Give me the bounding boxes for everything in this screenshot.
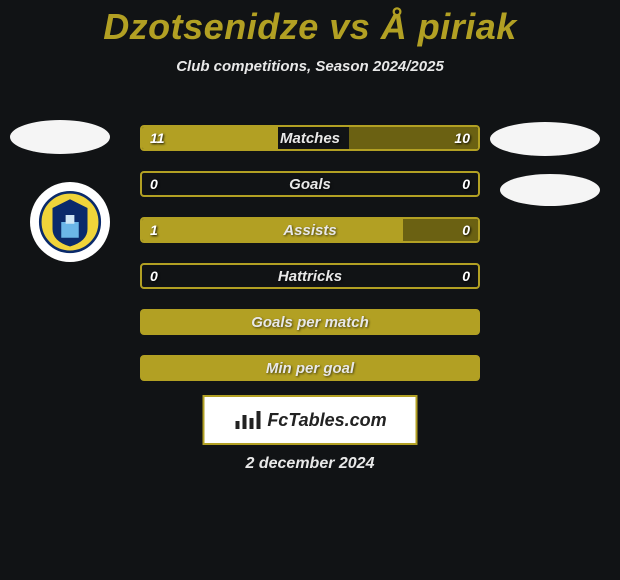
- left-club-logo: MFK: [30, 182, 110, 262]
- stat-label: Hattricks: [142, 268, 478, 285]
- chart-icon: [233, 409, 263, 431]
- right-player-avatar-placeholder-2: [500, 174, 600, 206]
- stat-bar: 1110Matches: [140, 125, 480, 151]
- comparison-bars: 1110Matches 00Goals 10Assists 00Hattricks Go…: [140, 125, 480, 401]
- stat-label: Min per goal: [142, 360, 478, 377]
- club-crest-icon: MFK: [35, 187, 105, 257]
- brand-box: FcTables.com: [203, 395, 418, 445]
- brand-label: FcTables.com: [233, 409, 386, 431]
- stat-bar: 00Hattricks: [140, 263, 480, 289]
- left-player-avatar-placeholder: [10, 120, 110, 154]
- stat-bar: 10Assists: [140, 217, 480, 243]
- stat-label: Goals: [142, 176, 478, 193]
- title: Dzotsenidze vs Å piriak: [0, 0, 620, 48]
- stat-label: Matches: [142, 130, 478, 147]
- subtitle: Club competitions, Season 2024/2025: [0, 58, 620, 75]
- right-player-avatar-placeholder-1: [490, 122, 600, 156]
- stat-bar: Goals per match: [140, 309, 480, 335]
- brand-text: FcTables.com: [267, 410, 386, 431]
- stat-bar: 00Goals: [140, 171, 480, 197]
- stat-bar: Min per goal: [140, 355, 480, 381]
- stat-label: Goals per match: [142, 314, 478, 331]
- stat-label: Assists: [142, 222, 478, 239]
- date-label: 2 december 2024: [0, 455, 620, 473]
- svg-text:MFK: MFK: [65, 203, 76, 209]
